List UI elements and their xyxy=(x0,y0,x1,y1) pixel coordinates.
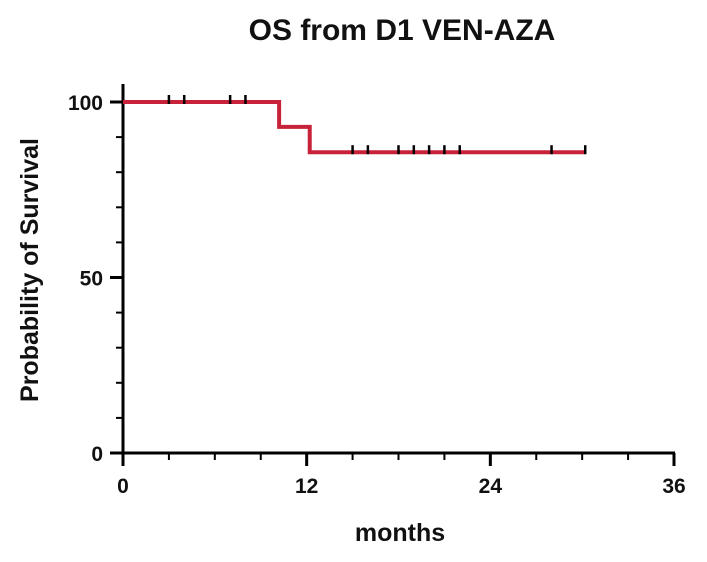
y-axis-label: Probability of Survival xyxy=(16,138,44,402)
x-tick-label: 12 xyxy=(295,475,318,498)
chart-title: OS from D1 VEN-AZA xyxy=(249,14,556,47)
axes: 0 12 24 36 0 50 100 xyxy=(68,84,686,498)
x-tick-label: 0 xyxy=(117,475,129,498)
y-tick-label: 0 xyxy=(91,443,103,466)
y-tick-label: 100 xyxy=(68,92,103,115)
y-tick-label: 50 xyxy=(80,268,103,291)
x-axis-label: months xyxy=(355,519,445,547)
x-tick-label: 36 xyxy=(662,475,685,498)
x-tick-label: 24 xyxy=(479,475,503,498)
survival-curve xyxy=(123,100,586,155)
plot-area xyxy=(123,95,587,155)
